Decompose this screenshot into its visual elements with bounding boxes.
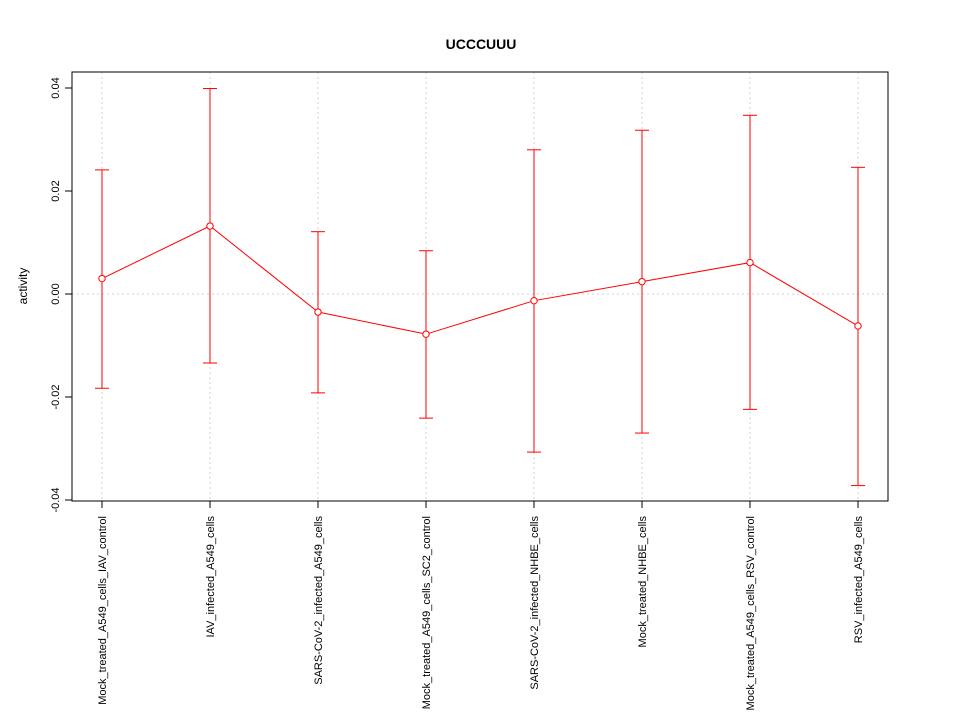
x-axis: Mock_treated_A549_cells_IAV_control IAV_i… [97,500,865,710]
y-axis-label: activity [16,268,30,305]
x-tick-label: Mock_treated_NHBE_cells [637,516,649,648]
data-point [98,274,106,283]
data-point [638,277,646,286]
x-tick-label: SARS-CoV-2_infected_NHBE_cells [529,516,541,690]
plot-frame [71,71,889,502]
series [95,88,865,487]
data-point [422,330,430,338]
x-tick-label: Mock_treated_A549_cells_SC2_control [421,516,433,709]
data-point [314,308,322,316]
y-tick-label: -0.04 [50,487,62,512]
grid [72,72,888,501]
data-point [206,222,214,230]
y-tick-label: -0.02 [50,384,62,409]
x-tick-label: RSV_infected_A549_cells [853,516,865,644]
chart-title: UCCCUUU [446,36,517,52]
y-tick-label: 0.00 [50,283,62,304]
x-tick-label: Mock_treated_A549_cells_RSV_control [745,516,757,710]
x-tick-label: SARS-CoV-2_infected_A549_cells [313,516,325,685]
data-point [530,296,538,305]
data-point [854,322,862,330]
x-tick-label: IAV_infected_A549_cells [205,516,217,638]
y-tick-label: 0.02 [50,180,62,201]
y-axis: -0.04 -0.02 0.00 0.02 0.04 [50,77,73,513]
series-line [101,225,859,335]
data-point [746,258,754,267]
y-tick-label: 0.04 [50,77,62,98]
x-tick-label: Mock_treated_A549_cells_IAV_control [97,516,109,705]
